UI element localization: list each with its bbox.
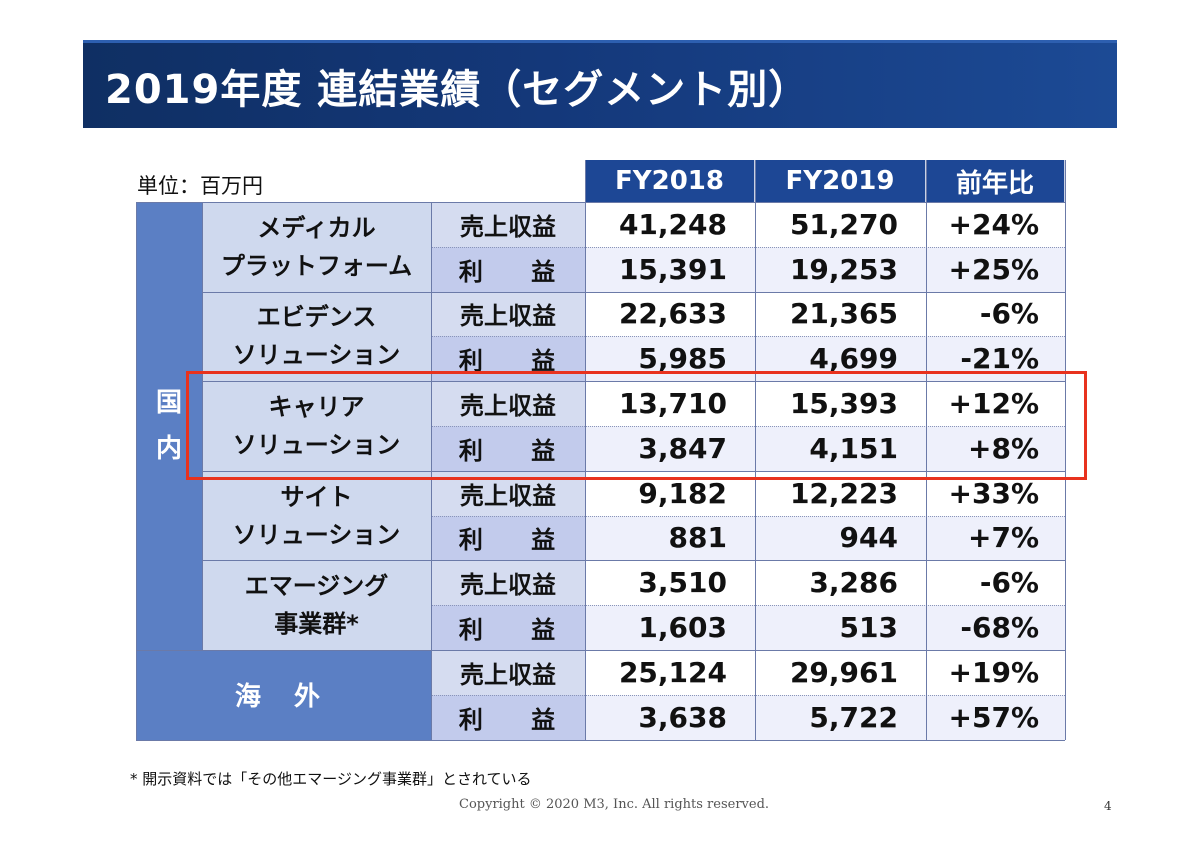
column-divider <box>755 160 756 740</box>
domestic-label-char: 国 <box>155 388 182 418</box>
segment-name-line: ソリューション <box>232 430 401 459</box>
value-cell: 19,253 <box>755 246 926 292</box>
segment-name-line: ソリューション <box>232 520 401 549</box>
segment-divider <box>202 381 1065 383</box>
page-title: 2019年度 連結業績（セグメント別） <box>105 67 810 113</box>
column-header: FY2018 <box>585 160 755 202</box>
row-divider <box>431 426 1065 427</box>
segment-divider <box>202 560 1065 562</box>
copyright: Copyright © 2020 M3, Inc. All rights res… <box>459 797 770 812</box>
segment-name: サイトソリューション <box>202 470 431 561</box>
column-divider <box>136 202 137 740</box>
revenue-label: 売上収益 <box>431 291 585 337</box>
profit-label: 利 益 <box>431 515 585 561</box>
value-cell: +25% <box>926 246 1065 292</box>
value-cell: +19% <box>926 650 1065 695</box>
value-cell: 3,510 <box>585 560 755 606</box>
row-divider <box>431 605 1065 607</box>
value-cell: +12% <box>926 381 1065 426</box>
revenue-label: 売上収益 <box>431 650 585 695</box>
segment-name: キャリアソリューション <box>202 381 431 471</box>
segment-name-line: エビデンス <box>256 303 377 332</box>
row-divider <box>431 246 1065 248</box>
value-cell: +24% <box>926 202 1065 247</box>
title-bar: 2019年度 連結業績（セグメント別） <box>83 40 1117 128</box>
segment-name-line: キャリア <box>268 392 365 421</box>
value-cell: 3,847 <box>585 426 755 471</box>
domestic-label-char: 内 <box>155 434 182 464</box>
value-cell: 513 <box>755 605 926 650</box>
value-cell: 3,638 <box>585 694 755 740</box>
value-cell: -6% <box>926 560 1065 606</box>
segment-name: エマージング 事業群* <box>202 560 431 650</box>
column-divider <box>431 202 432 740</box>
column-divider <box>926 160 927 740</box>
page-number: 4 <box>1104 799 1112 813</box>
value-cell: 1,603 <box>585 605 755 650</box>
column-divider <box>202 202 203 650</box>
footnote: * 開示資料では「その他エマージング事業群」とされている <box>130 770 532 788</box>
column-header: 前年比 <box>926 160 1065 202</box>
value-cell: 3,286 <box>755 560 926 606</box>
value-cell: 881 <box>585 515 755 561</box>
value-cell: 29,961 <box>755 650 926 695</box>
value-cell: 944 <box>755 515 926 561</box>
segment-name-line: サイト <box>280 482 353 511</box>
value-cell: +8% <box>926 426 1065 471</box>
profit-label: 利 益 <box>431 605 585 650</box>
highlight-box <box>186 371 1087 480</box>
revenue-label: 売上収益 <box>431 381 585 426</box>
profit-label: 利 益 <box>431 246 585 292</box>
value-cell: 15,393 <box>755 381 926 426</box>
value-cell: 13,710 <box>585 381 755 426</box>
revenue-label: 売上収益 <box>431 560 585 606</box>
value-cell: +7% <box>926 515 1065 561</box>
value-cell: 22,633 <box>585 291 755 337</box>
segment-divider <box>136 650 1065 651</box>
column-header: FY2019 <box>755 160 926 202</box>
row-divider <box>431 515 1065 517</box>
profit-label: 利 益 <box>431 426 585 471</box>
value-cell: 41,248 <box>585 202 755 247</box>
column-divider <box>585 160 586 740</box>
value-cell: 5,722 <box>755 694 926 740</box>
segment-name-line: ソリューション <box>232 341 401 370</box>
value-cell: 15,391 <box>585 246 755 292</box>
segment-divider <box>202 291 1065 293</box>
segment-divider <box>202 470 1065 472</box>
row-divider <box>431 694 1065 696</box>
value-cell: 4,151 <box>755 426 926 471</box>
value-cell: -6% <box>926 291 1065 337</box>
segment-name-line: 事業群* <box>274 610 359 639</box>
profit-label: 利 益 <box>431 694 585 740</box>
unit-label: 単位：百万円 <box>137 174 263 198</box>
value-cell: 25,124 <box>585 650 755 695</box>
segment-divider <box>136 202 1065 203</box>
domestic-label: 国内 <box>136 202 202 650</box>
segment-name-line: メディカル <box>257 213 376 242</box>
column-divider <box>1065 160 1066 740</box>
segment-name: メディカルプラットフォーム <box>202 202 431 292</box>
segment-name-line: プラットフォーム <box>220 251 413 280</box>
value-cell: 51,270 <box>755 202 926 247</box>
value-cell: -68% <box>926 605 1065 650</box>
value-cell: +57% <box>926 694 1065 740</box>
row-divider <box>431 336 1065 338</box>
value-cell: 21,365 <box>755 291 926 337</box>
segment-divider <box>136 739 1065 741</box>
revenue-label: 売上収益 <box>431 202 585 247</box>
overseas-label: 海 外 <box>136 650 431 740</box>
segment-name-line: エマージング <box>244 572 389 601</box>
segment-name: エビデンスソリューション <box>202 291 431 382</box>
